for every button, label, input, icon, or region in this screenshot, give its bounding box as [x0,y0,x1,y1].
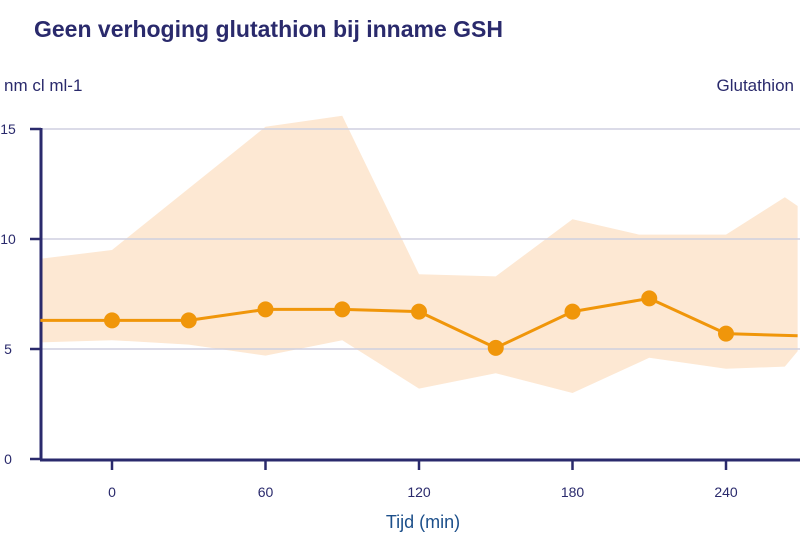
data-point [564,303,581,320]
range-band [40,115,798,394]
x-tick-label: 60 [258,484,274,500]
data-point [718,325,734,342]
x-axis-label: Tijd (min) [385,512,461,532]
data-point [334,301,351,318]
y-tick-label: 5 [4,341,12,357]
x-tick-label: 180 [561,484,585,500]
y-axis-label: nm cl ml-1 [4,76,83,95]
data-point [104,312,120,329]
x-tick-label: 240 [714,484,738,500]
y-tick-label: 0 [4,451,12,467]
chart-title: Geen verhoging glutathion bij inname GSH [34,16,503,42]
y-tick-label: 10 [0,231,16,247]
data-point [411,303,427,320]
data-point [487,339,504,356]
legend-series-name: Glutathion [716,76,795,95]
y-tick-label: 15 [0,121,16,137]
data-point [257,301,274,318]
data-point [180,312,197,329]
x-tick-label: 0 [108,484,116,500]
data-point [641,290,658,307]
x-tick-label: 120 [407,484,431,500]
